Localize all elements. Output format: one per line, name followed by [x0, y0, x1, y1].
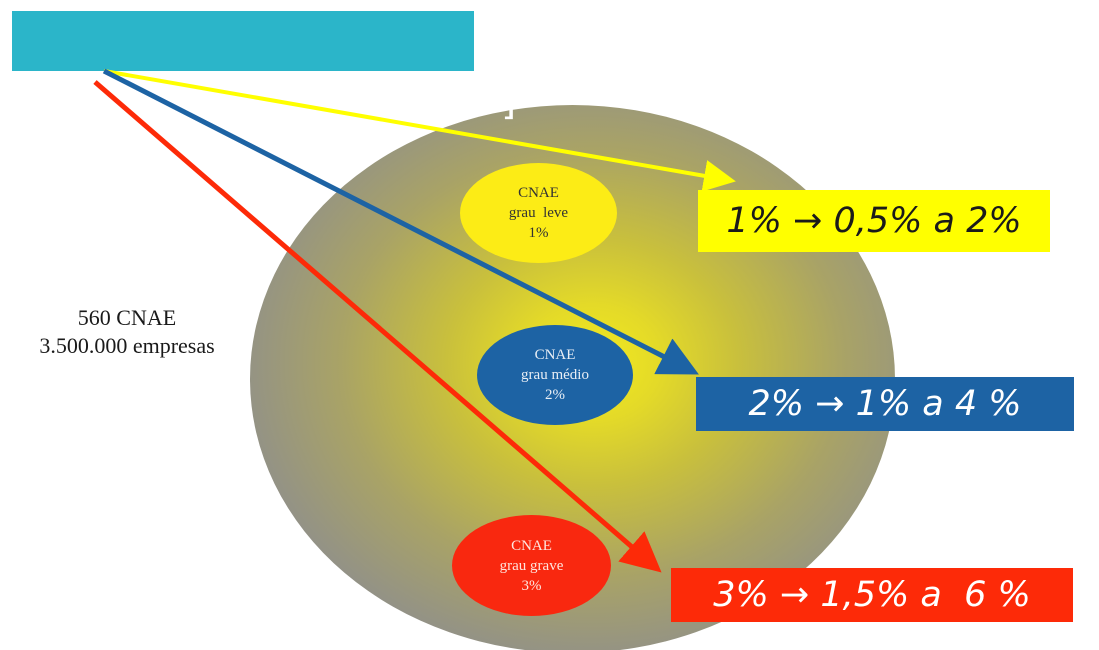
cnae-leve-rate: 1%: [528, 225, 549, 241]
cnae-grave-oval: CNAE grau grave 3%: [452, 515, 611, 616]
fap-formula-box: FAP = [ 0,5000 ; 2,000 ]: [12, 11, 516, 123]
rate-medio-text: 2% → 1% a 4 %: [748, 384, 1022, 424]
cnae-medio-degree: grau médio: [521, 367, 589, 383]
cnae-leve-oval: CNAE grau leve 1%: [460, 163, 617, 263]
rate-grave-text: 3% → 1,5% a 6 %: [713, 575, 1031, 615]
cnae-grave-degree: grau grave: [499, 557, 564, 574]
cnae-leve-label: CNAE: [518, 185, 559, 201]
cnae-medio-rate: 2%: [545, 387, 565, 403]
rate-leve-box: 1% → 0,5% a 2%: [698, 190, 1050, 252]
population-stats: 560 CNAE 3.500.000 empresas: [12, 304, 242, 360]
cnae-count-text: 560 CNAE: [77, 305, 177, 330]
company-count-text: 3.500.000 empresas: [39, 333, 215, 358]
rate-leve-text: 1% → 0,5% a 2%: [726, 201, 1022, 241]
fap-formula-text: FAP = [ 0,5000 ; 2,000 ]: [60, 79, 517, 123]
rate-grave-box: 3% → 1,5% a 6 %: [671, 568, 1073, 622]
cnae-grave-label: CNAE: [511, 537, 552, 554]
cnae-medio-oval: CNAE grau médio 2%: [477, 325, 633, 425]
rate-medio-box: 2% → 1% a 4 %: [696, 377, 1074, 431]
cnae-medio-label: CNAE: [534, 347, 576, 363]
cnae-grave-rate: 3%: [521, 577, 542, 594]
cnae-leve-degree: grau leve: [508, 205, 569, 221]
